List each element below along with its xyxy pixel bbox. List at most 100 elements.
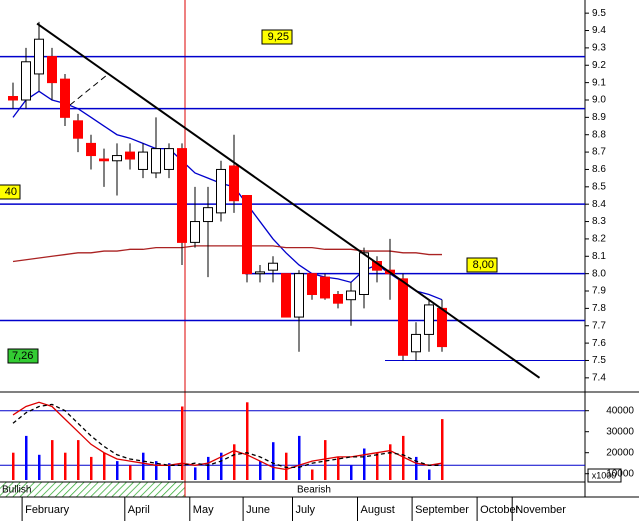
candle-body [73,120,83,139]
x-tick-label: November [515,504,566,516]
volume-bar [311,469,314,480]
ma-line [12,245,442,263]
y-tick-label: 8.8 [592,129,606,140]
y-tick-label: 7.7 [592,320,606,331]
annotation: 7,26 [12,350,33,362]
y-tick-label: 9.0 [592,95,606,106]
volume-bar [168,463,171,480]
y-tick-label: 10000 [606,468,634,479]
volume-bar [64,452,67,480]
volume-bar [441,419,444,480]
candle-body [359,252,369,295]
trend-line [36,22,541,379]
x-tick-label: June [246,504,270,516]
volume-bar [142,452,145,480]
y-tick-label: 8.0 [592,268,606,279]
y-tick-label: 30000 [606,426,634,437]
unit-box [587,468,622,483]
candle-body [216,168,226,214]
candle-body [437,307,447,348]
volume-bar [350,465,353,480]
level-label-box [261,29,293,45]
candle-body [398,278,408,356]
y-tick-label: 8.1 [592,251,606,262]
candle-body [138,151,148,170]
level-label: 40 [5,186,17,198]
bullish-zone [0,482,185,497]
volume-bar [259,461,262,480]
candle-body [307,273,317,295]
y-tick-label: 9.3 [592,43,606,54]
level-label-box [466,257,498,273]
y-tick-label: 8.9 [592,112,606,123]
volume-bar [38,454,41,480]
volume-bar [207,456,210,480]
candle-body [281,273,291,318]
volume-bar [428,469,431,480]
volume-bar [389,444,392,480]
candle-body [268,262,278,271]
volume-bar [116,461,119,480]
volume-bar [155,461,158,480]
y-tick-label: 7.9 [592,286,606,297]
x-tick-label: September [415,504,469,516]
volume-bar [376,452,379,480]
y-tick-label: 7.8 [592,303,606,314]
level-label: 9,25 [268,31,289,43]
volume-bar [246,402,249,480]
y-tick-label: 9.5 [592,8,606,19]
x-tick-label: August [361,504,395,516]
y-tick-label: 7.6 [592,338,606,349]
volume-bar [324,440,327,480]
unit-label: x1000 [592,470,617,480]
volume-bar [272,442,275,480]
volume-bar [194,467,197,480]
candle-body [21,61,31,101]
volume-bar [129,465,132,480]
volume-bar [51,440,54,480]
y-tick-label: 8.3 [592,216,606,227]
y-tick-label: 20000 [606,447,634,458]
y-tick-label: 7.4 [592,372,606,383]
candle-body [151,148,161,174]
x-tick-label: October [480,504,519,516]
y-tick-label: 9.4 [592,25,606,36]
volume-bar [415,456,418,480]
ma-line [12,90,443,301]
volume-bar [298,435,301,480]
sentiment-label: Bearish [297,485,331,496]
candle-body [190,221,200,243]
y-tick-label: 8.5 [592,181,606,192]
candle-body [346,290,356,301]
y-tick-label: 9.2 [592,60,606,71]
candle-body [177,148,187,243]
candle-body [333,293,343,304]
y-tick-label: 8.4 [592,199,606,210]
y-tick-label: 8.6 [592,164,606,175]
y-tick-label: 8.7 [592,147,606,158]
y-tick-label: 40000 [606,405,634,416]
candle-body [125,151,135,160]
volume-bar [181,406,184,480]
candle-body [164,148,174,170]
candle-body [34,38,44,75]
ma-line [12,403,442,469]
level-label-box [0,184,21,200]
x-tick-label: May [193,504,214,516]
volume-bar [337,456,340,480]
candle-body [294,273,304,318]
volume-bar [402,435,405,480]
volume-bar [77,440,80,480]
level-label: 8,00 [473,259,494,271]
x-tick-label: July [296,504,316,516]
volume-bar [103,452,106,480]
volume-bar [233,444,236,480]
y-tick-label: 9.1 [592,77,606,88]
volume-bar [90,456,93,480]
volume-bar [363,448,366,480]
candle-body [242,195,252,275]
sentiment-label: Bullish [2,485,31,496]
candle-body [411,333,421,353]
